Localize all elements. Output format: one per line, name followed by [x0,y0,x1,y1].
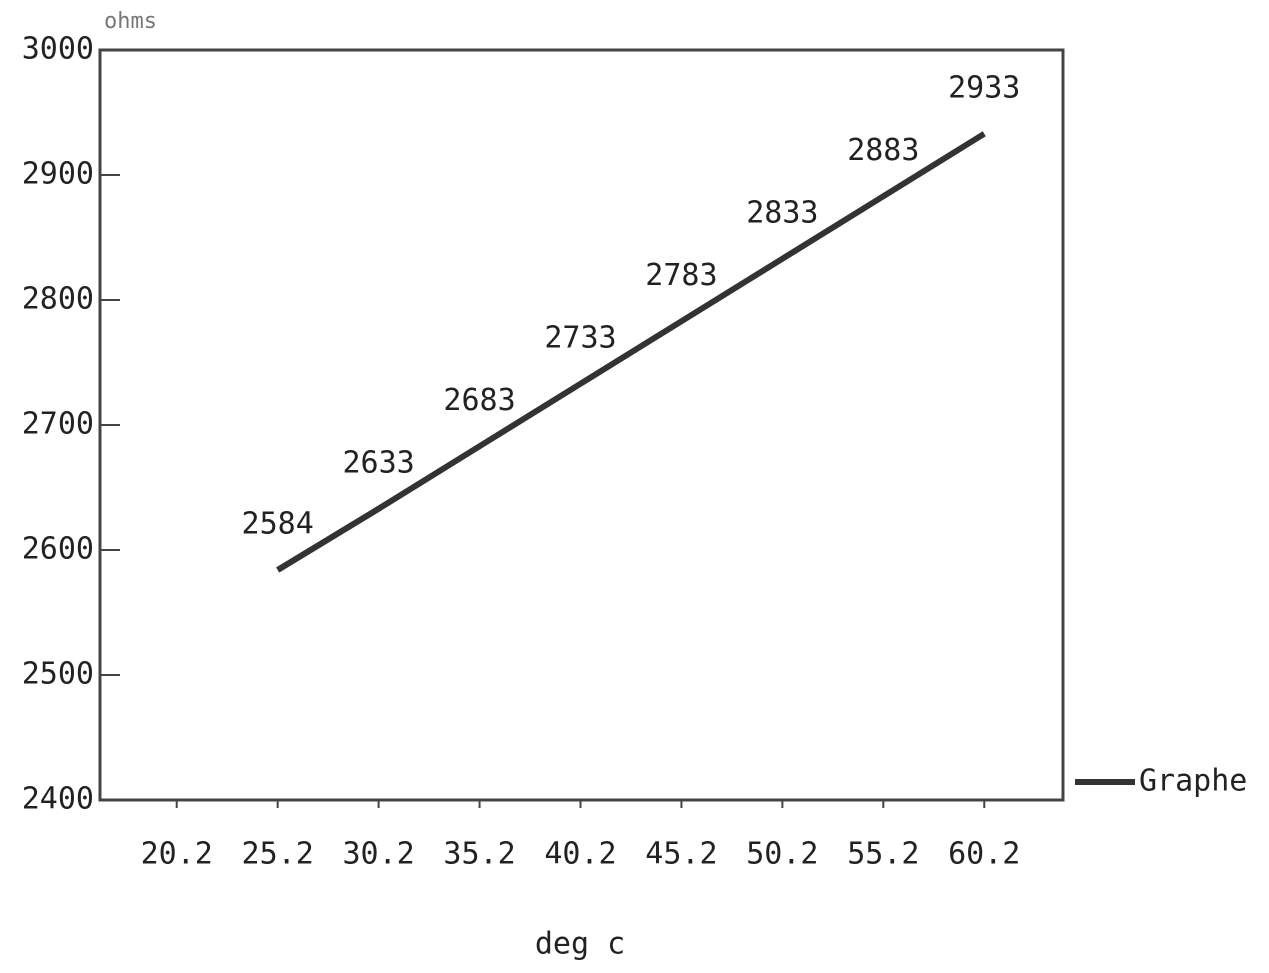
data-label: 2633 [342,445,414,480]
x-axis-label: deg c [535,927,625,962]
x-tick-label: 25.2 [242,837,314,872]
y-tick-label: 2700 [22,407,94,442]
x-tick-label: 20.2 [141,837,213,872]
y-tick-label: 2800 [22,282,94,317]
y-tick-label: 2600 [22,532,94,567]
data-label: 2683 [443,383,515,418]
x-tick-label: 35.2 [443,837,515,872]
x-tick-label: 30.2 [342,837,414,872]
y-tick-label: 3000 [22,32,94,67]
data-label: 2733 [544,320,616,355]
x-tick-label: 45.2 [645,837,717,872]
data-label: 2883 [847,133,919,168]
data-label: 2783 [645,258,717,293]
x-tick-label: 55.2 [847,837,919,872]
data-label: 2584 [242,507,314,542]
data-label: 2933 [948,70,1020,105]
legend-label: Graphe [1139,764,1247,799]
x-tick-label: 50.2 [746,837,818,872]
x-tick-label: 40.2 [544,837,616,872]
y-axis-label: ohms [104,9,157,34]
data-label: 2833 [746,195,818,230]
y-tick-label: 2900 [22,157,94,192]
y-tick-label: 2500 [22,657,94,692]
data-line [276,131,986,573]
y-tick-label: 2400 [22,782,94,817]
x-tick-label: 60.2 [948,837,1020,872]
